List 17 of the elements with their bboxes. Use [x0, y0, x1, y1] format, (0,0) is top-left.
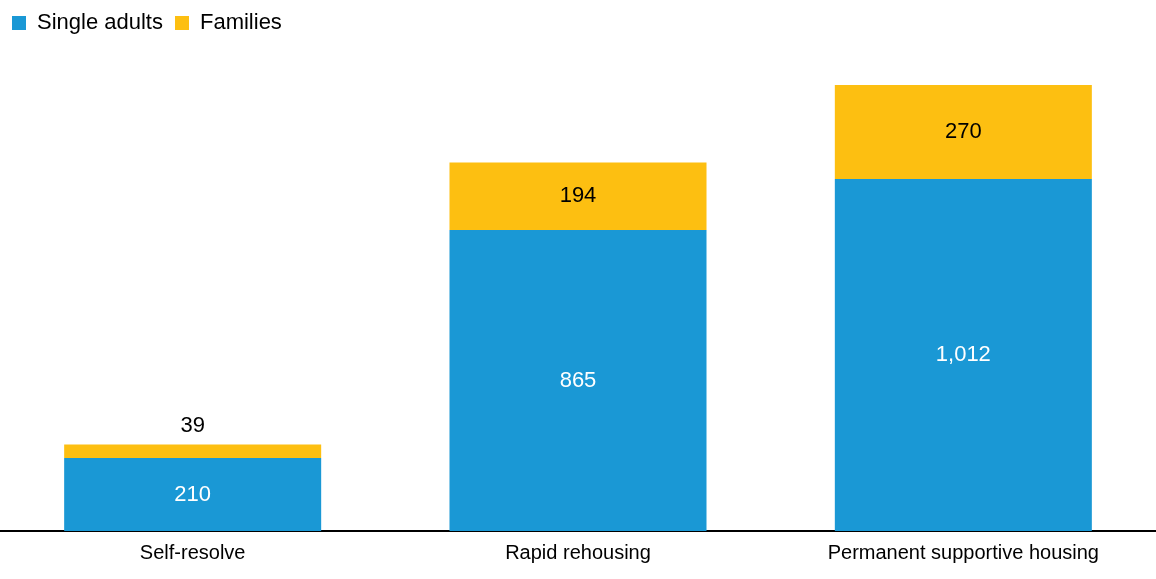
data-label: 210	[174, 480, 212, 506]
x-tick-label: Rapid rehousing	[505, 540, 651, 563]
data-label: 39	[180, 412, 205, 438]
bar	[449, 162, 707, 231]
x-tick-label: Permanent supportive housing	[827, 540, 1099, 563]
bar	[64, 457, 322, 531]
bar	[834, 178, 1092, 531]
data-label: 865	[559, 366, 597, 392]
data-label: 270	[944, 118, 982, 144]
legend-label: Families	[199, 9, 282, 35]
data-label: 194	[559, 182, 597, 208]
data-label: 1,012	[935, 341, 991, 367]
legend-label: Single adults	[37, 9, 163, 35]
bar	[449, 230, 707, 531]
bar	[834, 85, 1092, 179]
x-tick-label: Self-resolve	[139, 540, 246, 563]
bar	[64, 444, 322, 458]
